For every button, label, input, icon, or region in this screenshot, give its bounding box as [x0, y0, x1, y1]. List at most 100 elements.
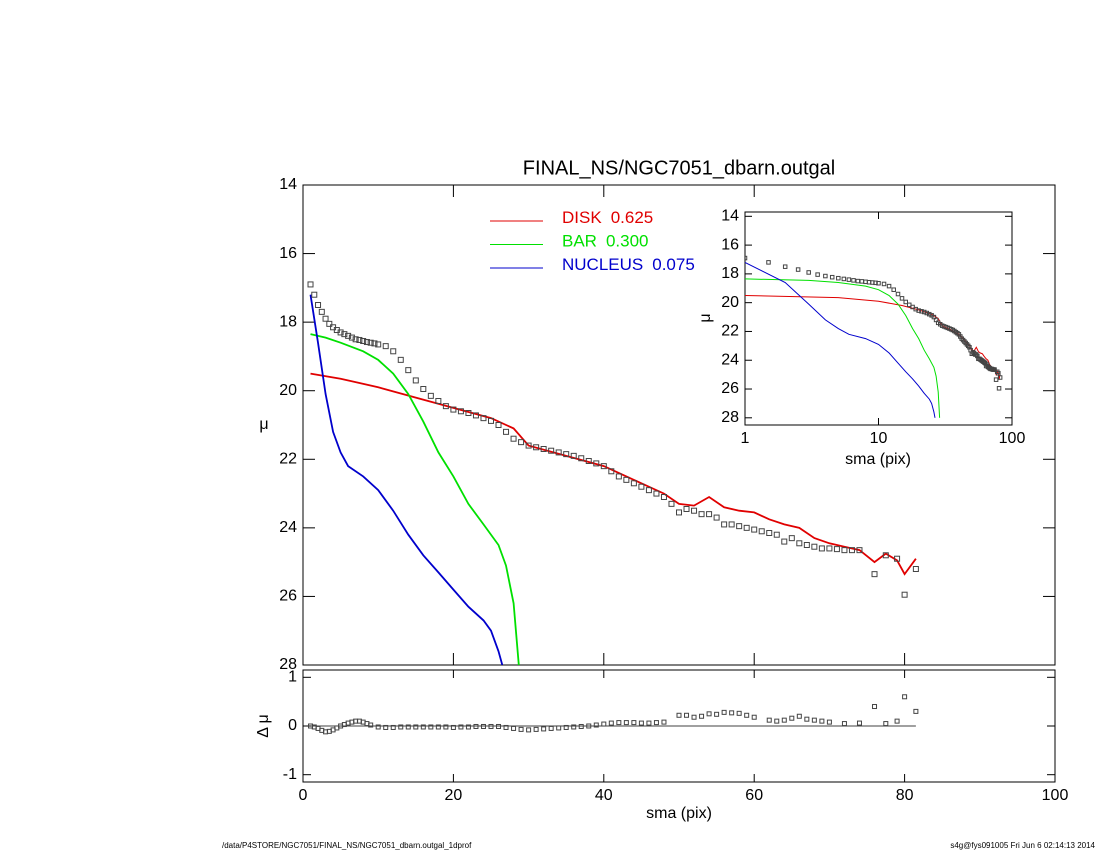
data-point: [660, 494, 667, 500]
y-tick-label: 24: [721, 351, 739, 368]
y-tick-label: 24: [279, 519, 297, 536]
data-point: [855, 278, 861, 284]
model-line: [309, 294, 504, 665]
data-point: [856, 547, 863, 554]
data-point: [873, 280, 878, 286]
data-point: [795, 267, 801, 272]
y-axis-label: μ: [259, 416, 268, 433]
residual-point: [796, 713, 802, 719]
data-point: [871, 571, 878, 578]
data-point: [766, 260, 771, 265]
residual-point: [480, 723, 486, 729]
y-tick-label: 28: [279, 656, 297, 673]
residual-point: [556, 725, 562, 731]
data-point: [653, 490, 660, 497]
residual-point: [856, 720, 862, 726]
residual-point: [811, 717, 817, 723]
data-point: [457, 408, 464, 415]
residual-point: [450, 724, 456, 730]
residual-point: [894, 718, 900, 724]
data-point: [815, 272, 820, 277]
residual-point: [405, 724, 411, 730]
data-point: [397, 356, 404, 363]
residual-point: [578, 723, 584, 729]
data-point: [615, 473, 622, 480]
data-point: [851, 278, 856, 283]
y-tick-label: 20: [279, 382, 297, 399]
data-point: [912, 566, 919, 572]
data-point: [713, 514, 720, 521]
residual-point: [646, 720, 652, 726]
data-point: [924, 310, 930, 316]
residual-point: [623, 720, 629, 726]
data-point: [638, 483, 645, 490]
data-point: [882, 552, 889, 559]
residual-point: [608, 720, 614, 726]
residual-point: [684, 712, 690, 718]
data-point: [916, 308, 921, 313]
residual-point: [601, 721, 607, 727]
data-point: [311, 291, 318, 298]
residual-point: [751, 714, 757, 720]
residual-point: [511, 725, 517, 731]
data-point: [967, 345, 972, 350]
data-point: [318, 308, 325, 315]
data-point: [886, 283, 892, 289]
residual-point: [503, 724, 509, 730]
data-point: [728, 521, 735, 528]
y-tick-label: 28: [721, 409, 739, 426]
data-point: [608, 468, 615, 475]
residual-point: [902, 694, 908, 700]
y-tick-label: 22: [721, 323, 739, 340]
data-point: [427, 392, 434, 399]
residual-point: [488, 723, 494, 729]
residual-point: [841, 721, 847, 727]
x-tick-label: 1: [741, 430, 750, 447]
data-point: [585, 458, 592, 464]
residual-point: [496, 723, 502, 729]
y-tick-label: 26: [721, 380, 739, 397]
x-tick-label: 100: [999, 430, 1026, 447]
y-tick-label: 26: [279, 588, 297, 605]
residual-point: [526, 727, 532, 733]
residual-point: [714, 711, 720, 717]
x-tick-label: 20: [445, 787, 463, 804]
data-point: [891, 287, 896, 292]
residual-point: [789, 715, 795, 721]
x-axis-label: sma (pix): [845, 451, 911, 468]
legend-name: DISK: [562, 208, 602, 227]
data-point: [796, 540, 803, 547]
data-point: [706, 511, 713, 518]
data-point: [803, 542, 810, 548]
legend-name: BAR: [562, 232, 597, 251]
data-point: [510, 435, 517, 442]
residual-point: [428, 724, 434, 730]
data-point: [356, 336, 363, 343]
data-point: [996, 386, 1002, 391]
data-point: [766, 530, 773, 536]
data-point: [881, 281, 887, 287]
legend-label: NUCLEUS 0.075: [562, 255, 695, 274]
data-point: [894, 555, 901, 562]
data-point: [600, 463, 607, 470]
data-point: [630, 480, 637, 487]
residual-point: [420, 724, 426, 730]
residual-point: [661, 719, 667, 725]
data-point: [745, 255, 748, 261]
x-tick-label: 0: [299, 787, 308, 804]
legend-name: NUCLEUS: [562, 255, 643, 274]
data-point: [833, 546, 840, 553]
data-point: [921, 309, 927, 315]
residual-point: [413, 724, 419, 730]
residual-point: [804, 716, 810, 722]
legend-fraction: 0.625: [611, 208, 654, 227]
data-point: [371, 340, 378, 347]
model-line: [310, 333, 520, 665]
residual-point: [518, 726, 524, 732]
data-point: [465, 410, 472, 416]
data-point: [518, 439, 525, 446]
y-tick-label: 14: [279, 176, 297, 193]
model-line: [745, 278, 941, 418]
data-point: [841, 276, 847, 282]
